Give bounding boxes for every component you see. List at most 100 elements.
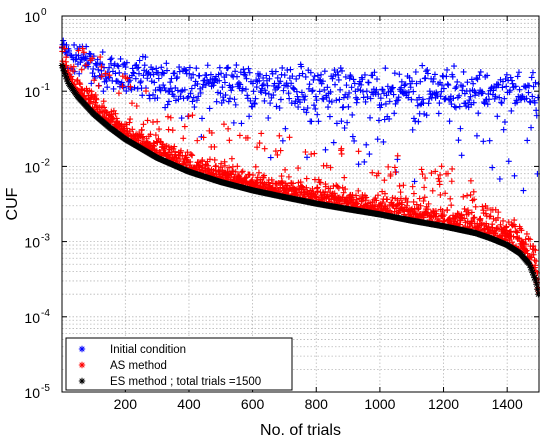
- marker-plus: [379, 199, 386, 206]
- marker-plus: [315, 118, 322, 125]
- marker-plus: [76, 70, 83, 77]
- marker-plus: [123, 88, 130, 95]
- marker-plus: [473, 132, 480, 139]
- marker-plus: [239, 168, 246, 175]
- marker-plus: [438, 82, 445, 89]
- marker-plus: [235, 79, 242, 86]
- marker-star: [62, 73, 70, 80]
- marker-plus: [60, 37, 67, 44]
- marker-plus: [261, 172, 268, 179]
- marker-plus: [267, 154, 274, 161]
- marker-plus: [391, 208, 398, 215]
- marker-plus: [420, 100, 427, 107]
- marker-plus: [288, 80, 295, 87]
- marker-plus: [115, 78, 122, 85]
- marker-plus: [355, 148, 362, 155]
- marker-plus: [412, 68, 419, 75]
- marker-plus: [282, 125, 289, 132]
- marker-plus: [533, 107, 540, 114]
- marker-plus: [480, 138, 487, 145]
- marker-plus: [180, 135, 187, 142]
- marker-plus: [68, 73, 75, 80]
- marker-plus: [440, 85, 447, 92]
- marker-plus: [258, 85, 265, 92]
- marker-plus: [395, 97, 402, 104]
- marker-plus: [396, 71, 403, 78]
- marker-plus: [338, 118, 345, 125]
- marker-plus: [446, 118, 453, 125]
- marker-plus: [464, 79, 471, 86]
- marker-plus: [342, 73, 349, 80]
- marker-plus: [503, 71, 510, 78]
- marker-plus: [143, 88, 150, 95]
- marker-plus: [317, 179, 324, 186]
- marker-plus: [150, 71, 157, 78]
- y-tick-label: 10: [24, 385, 40, 401]
- marker-plus: [293, 88, 300, 95]
- marker-plus: [222, 92, 229, 99]
- marker-plus: [530, 243, 537, 250]
- marker-plus: [465, 207, 472, 214]
- marker-plus: [442, 190, 449, 197]
- marker-plus: [410, 198, 417, 205]
- marker-plus: [157, 149, 164, 156]
- marker-plus: [207, 71, 214, 78]
- marker-plus: [293, 75, 300, 82]
- marker-plus: [528, 124, 535, 131]
- marker-plus: [308, 151, 315, 158]
- marker-plus: [183, 154, 190, 161]
- marker-plus: [152, 87, 159, 94]
- marker-plus: [349, 111, 356, 118]
- marker-plus: [129, 100, 136, 107]
- marker-plus: [364, 93, 371, 100]
- marker-plus: [361, 158, 368, 165]
- marker-star: [59, 64, 67, 72]
- marker-plus: [95, 82, 102, 89]
- marker-plus: [163, 60, 170, 67]
- marker-plus: [374, 76, 381, 83]
- marker-plus: [367, 114, 374, 121]
- marker-plus: [303, 184, 310, 191]
- marker-plus: [292, 98, 299, 105]
- marker-plus: [232, 101, 239, 108]
- marker-plus: [258, 89, 265, 96]
- marker-plus: [377, 104, 384, 111]
- marker-plus: [171, 148, 178, 155]
- marker-plus: [70, 68, 77, 75]
- marker-plus: [437, 171, 444, 178]
- marker-plus: [444, 170, 451, 177]
- marker-plus: [130, 70, 137, 77]
- marker-plus: [355, 161, 362, 168]
- marker-plus: [272, 68, 279, 75]
- marker-plus: [216, 168, 223, 175]
- marker-plus: [429, 187, 436, 194]
- marker-plus: [309, 88, 316, 95]
- y-tick-exponent: -5: [41, 383, 50, 394]
- marker-plus: [518, 227, 525, 234]
- marker-plus: [533, 258, 540, 265]
- marker-plus: [99, 49, 106, 56]
- marker-plus: [457, 125, 464, 132]
- marker-plus: [474, 76, 481, 83]
- marker-plus: [106, 72, 113, 79]
- marker-plus: [94, 61, 101, 68]
- marker-plus: [112, 70, 119, 77]
- marker-plus: [419, 62, 426, 69]
- marker-plus: [249, 80, 256, 87]
- marker-plus: [83, 43, 90, 50]
- marker-plus: [172, 151, 179, 158]
- marker-plus: [217, 90, 224, 97]
- marker-plus: [467, 177, 474, 184]
- marker-plus: [294, 93, 301, 100]
- marker-plus: [223, 71, 230, 78]
- legend-label: AS method: [110, 360, 167, 372]
- marker-plus: [337, 86, 344, 93]
- marker-plus: [277, 78, 284, 85]
- legend: Initial condition AS method ES method ; to…: [65, 337, 293, 391]
- marker-plus: [311, 73, 318, 80]
- marker-plus: [410, 88, 417, 95]
- marker-plus: [261, 97, 268, 104]
- marker-plus: [139, 92, 146, 99]
- marker-plus: [496, 94, 503, 101]
